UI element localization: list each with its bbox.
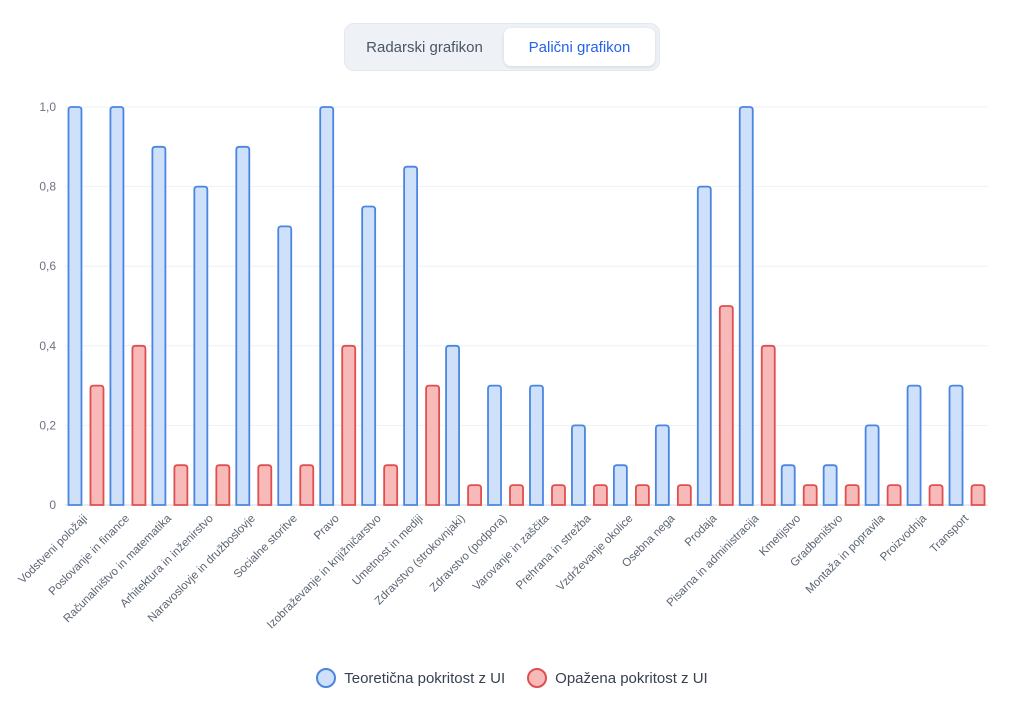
- legend-item-theoretical[interactable]: Teoretična pokritost z UI: [316, 668, 505, 688]
- bar-observed: [509, 484, 524, 506]
- chart-type-toggle: Radarski grafikon Palični grafikon: [344, 23, 660, 71]
- bar-observed: [383, 464, 399, 506]
- bar-observed: [257, 464, 273, 506]
- bar-theoretical: [654, 424, 670, 506]
- bar-observed: [173, 464, 189, 506]
- x-tick-label: Prodaja: [683, 512, 720, 549]
- x-tick-label: Prehrana in strežba: [514, 512, 594, 592]
- bar-observed: [718, 305, 734, 506]
- bar-observed: [760, 344, 776, 506]
- bar-theoretical: [487, 384, 502, 506]
- x-tick-label: Pravo: [312, 513, 342, 543]
- bar-observed: [89, 384, 105, 506]
- y-tick-label: 1,0: [39, 100, 56, 114]
- bar-chart: 0 0,2 0,4 0,6 0,8 1,0 Vodstveni položajiPoslov…: [17, 100, 988, 631]
- bar-observed: [299, 464, 315, 506]
- bar-theoretical: [67, 106, 83, 506]
- bar-theoretical: [193, 185, 209, 506]
- bar-theoretical: [571, 424, 586, 506]
- bar-theoretical: [738, 106, 754, 506]
- bar-theoretical: [948, 384, 964, 506]
- chart-legend: Teoretična pokritost z UI Opažena pokrit…: [0, 668, 1024, 688]
- bar-observed: [467, 484, 482, 506]
- bar-theoretical: [780, 464, 796, 506]
- bar-theoretical: [151, 145, 167, 506]
- legend-label-observed: Opažena pokritost z UI: [555, 669, 708, 687]
- bar-observed: [886, 484, 902, 506]
- x-tick-label: Zdravstvo (podpora): [428, 513, 510, 595]
- bar-observed: [802, 484, 818, 506]
- bar-theoretical: [361, 205, 377, 506]
- bar-observed: [928, 484, 944, 506]
- bar-theoretical: [109, 106, 125, 506]
- radar-chart-tab[interactable]: Radarski grafikon: [366, 38, 483, 56]
- x-tick-label: Poslovanje in finance: [47, 513, 132, 598]
- y-tick-label: 0,4: [39, 339, 56, 353]
- bar-chart-tab[interactable]: Palični grafikon: [504, 28, 655, 66]
- legend-item-observed[interactable]: Opažena pokritost z UI: [527, 668, 708, 688]
- legend-swatch-observed: [527, 668, 548, 688]
- bar-theoretical: [696, 185, 712, 506]
- x-tick-label: Umetnost in mediji: [350, 513, 425, 588]
- bar-theoretical: [612, 464, 628, 506]
- bar-theoretical: [277, 225, 293, 506]
- bar-observed: [215, 464, 231, 506]
- x-tick-label: Vzdrževanje okolice: [555, 513, 636, 594]
- bar-observed: [551, 484, 566, 506]
- bar-observed: [131, 344, 147, 506]
- x-tick-label: Montaža in popravila: [804, 512, 888, 596]
- x-tick-label: Vodstveni položaji: [17, 513, 91, 587]
- bar-observed: [341, 344, 357, 506]
- legend-swatch-theoretical: [316, 668, 337, 688]
- bar-theoretical: [235, 145, 251, 506]
- bar-theoretical: [529, 384, 544, 506]
- bar-observed: [844, 484, 860, 506]
- bar-theoretical: [906, 384, 922, 506]
- bar-theoretical: [822, 464, 838, 506]
- x-tick-label: Transport: [928, 512, 972, 556]
- legend-label-theoretical: Teoretična pokritost z UI: [344, 669, 506, 687]
- bar-theoretical: [319, 106, 335, 506]
- y-tick-label: 0,8: [39, 180, 56, 194]
- y-tick-label: 0,6: [39, 259, 56, 273]
- bar-theoretical: [403, 165, 419, 506]
- bar-observed: [425, 384, 441, 506]
- y-tick-label: 0,2: [39, 418, 56, 432]
- bar-observed: [634, 484, 650, 506]
- y-tick-label: 0: [49, 498, 56, 512]
- bar-theoretical: [445, 344, 460, 506]
- bar-observed: [970, 484, 986, 506]
- x-tick-label: Varovanje in zaščita: [471, 512, 552, 593]
- bar-observed: [593, 484, 608, 506]
- bar-observed: [676, 484, 692, 506]
- bar-theoretical: [864, 424, 880, 506]
